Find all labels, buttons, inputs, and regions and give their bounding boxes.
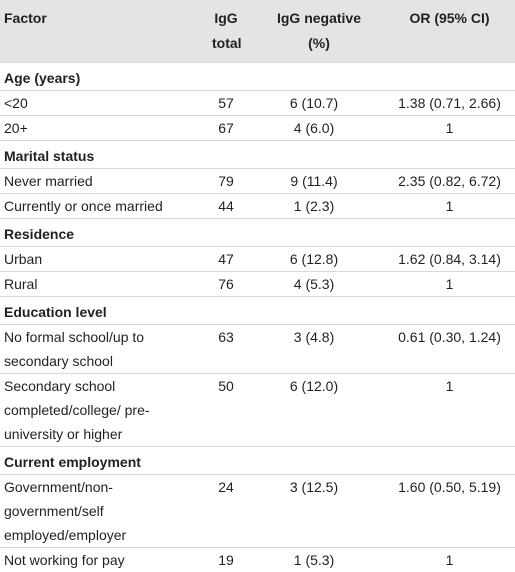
factor-cell: Rural: [0, 272, 172, 297]
value-cell: 57: [172, 91, 244, 116]
section-row: Age (years): [0, 63, 515, 91]
factor-cell: 20+: [0, 116, 172, 141]
header-cell: IgG total: [172, 0, 244, 63]
value-cell: 19: [172, 548, 244, 572]
factor-cell: <20: [0, 91, 172, 116]
data-row: Government/non-government/self employed/…: [0, 475, 515, 548]
value-cell: 6 (12.8): [244, 247, 384, 272]
header-row: Factor IgG total IgG negative (%) OR (95…: [0, 0, 515, 63]
value-cell: 1: [384, 116, 515, 141]
factor-cell: Never married: [0, 169, 172, 194]
value-cell: 50: [172, 374, 244, 447]
value-cell: 76: [172, 272, 244, 297]
value-cell: 6 (10.7): [244, 91, 384, 116]
value-cell: 63: [172, 325, 244, 374]
value-cell: 9 (11.4): [244, 169, 384, 194]
factor-cell: Secondary school completed/college/ pre-…: [0, 374, 172, 447]
value-cell: 4 (5.3): [244, 272, 384, 297]
header-cell: OR (95% CI): [384, 0, 515, 63]
table-header: Factor IgG total IgG negative (%) OR (95…: [0, 0, 515, 63]
value-cell: 3 (12.5): [244, 475, 384, 548]
factor-cell: Government/non-government/self employed/…: [0, 475, 172, 548]
value-cell: 1: [384, 374, 515, 447]
section-title: Education level: [0, 297, 515, 325]
value-cell: 1: [384, 272, 515, 297]
section-title: Marital status: [0, 141, 515, 169]
factor-cell: Urban: [0, 247, 172, 272]
value-cell: 44: [172, 194, 244, 219]
data-row: Secondary school completed/college/ pre-…: [0, 374, 515, 447]
value-cell: 3 (4.8): [244, 325, 384, 374]
value-cell: 1.60 (0.50, 5.19): [384, 475, 515, 548]
section-row: Current employment: [0, 447, 515, 475]
value-cell: 1.38 (0.71, 2.66): [384, 91, 515, 116]
value-cell: 1 (2.3): [244, 194, 384, 219]
section-row: Residence: [0, 219, 515, 247]
value-cell: 4 (6.0): [244, 116, 384, 141]
factor-cell: No formal school/up to secondary school: [0, 325, 172, 374]
section-row: Education level: [0, 297, 515, 325]
value-cell: 47: [172, 247, 244, 272]
value-cell: 67: [172, 116, 244, 141]
value-cell: 1: [384, 194, 515, 219]
value-cell: 24: [172, 475, 244, 548]
section-title: Age (years): [0, 63, 515, 91]
value-cell: 1: [384, 548, 515, 572]
section-title: Residence: [0, 219, 515, 247]
value-cell: 1 (5.3): [244, 548, 384, 572]
value-cell: 0.61 (0.30, 1.24): [384, 325, 515, 374]
value-cell: 79: [172, 169, 244, 194]
header-cell: IgG negative (%): [244, 0, 384, 63]
value-cell: 2.35 (0.82, 6.72): [384, 169, 515, 194]
factor-cell: Not working for pay: [0, 548, 172, 572]
value-cell: 1.62 (0.84, 3.14): [384, 247, 515, 272]
section-title: Current employment: [0, 447, 515, 475]
header-cell: Factor: [0, 0, 172, 63]
factor-cell: Currently or once married: [0, 194, 172, 219]
section-row: Marital status: [0, 141, 515, 169]
value-cell: 6 (12.0): [244, 374, 384, 447]
